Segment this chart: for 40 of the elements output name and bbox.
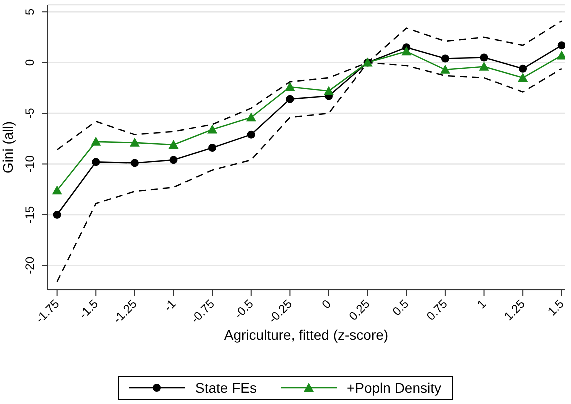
y-tick-label: -10 <box>23 155 37 173</box>
y-tick-label: 0 <box>23 59 37 66</box>
legend-label: State FEs <box>194 380 257 396</box>
point <box>286 95 294 104</box>
y-tick-label: -5 <box>23 108 37 119</box>
point <box>247 130 256 139</box>
x-tick-label: -1.5 <box>76 296 102 322</box>
point <box>480 54 488 62</box>
point <box>324 86 334 96</box>
point <box>130 159 139 168</box>
point <box>246 112 256 122</box>
point <box>479 62 490 71</box>
legend-label: +Popln Density <box>346 380 442 396</box>
x-tick-label: 1.5 <box>545 296 568 319</box>
point <box>518 73 528 82</box>
point <box>402 46 412 56</box>
point <box>208 124 218 134</box>
point <box>519 64 528 73</box>
point <box>441 54 450 63</box>
x-tick-label: -0.5 <box>232 296 257 322</box>
y-axis-title: Gini (all) <box>0 121 16 174</box>
point <box>168 140 179 149</box>
point <box>440 64 450 74</box>
point <box>53 210 62 219</box>
point <box>91 136 102 146</box>
point <box>130 138 140 147</box>
y-tick-label: -15 <box>23 206 37 224</box>
y-tick-label: 5 <box>23 8 37 16</box>
y-tick-label: -20 <box>23 256 37 274</box>
x-tick-label: 0.5 <box>390 296 412 319</box>
x-tick-label: 1 <box>474 296 490 312</box>
point <box>208 144 217 152</box>
point <box>170 156 178 164</box>
x-tick-label: 0 <box>319 296 334 312</box>
point <box>285 82 296 92</box>
x-axis-title: Agriculture, fitted (z-score) <box>224 327 389 343</box>
point <box>92 158 100 166</box>
x-tick-label: -1 <box>161 296 179 314</box>
point <box>558 42 565 50</box>
point <box>52 186 62 195</box>
